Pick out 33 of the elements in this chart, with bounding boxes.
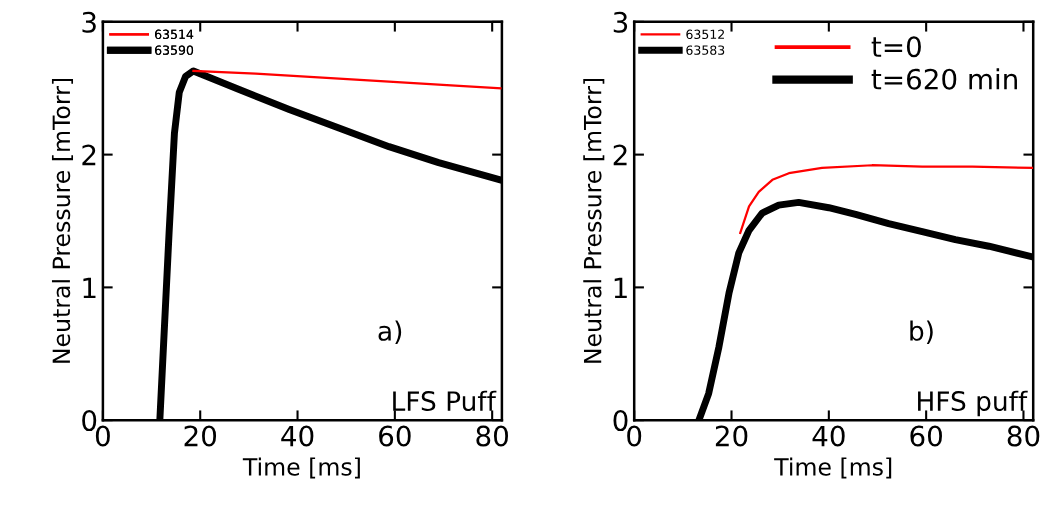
- y-tick-label: 1: [614, 277, 627, 298]
- x-tick-label: 20: [715, 425, 748, 447]
- x-tick-label: 80: [476, 425, 508, 447]
- line-series: [739, 164, 1034, 235]
- x-axis-title: Time [ms]: [774, 457, 892, 479]
- y-tick-label: 0: [82, 410, 97, 432]
- x-tick-label: 0: [627, 425, 642, 447]
- y-tick-label: 2: [82, 144, 96, 166]
- y-axis-title: Neutral Pressure [mTorr]: [51, 78, 74, 363]
- line-series: [192, 69, 502, 90]
- annotation: LFS Puff: [393, 390, 497, 412]
- x-axis-title: Time [ms]: [242, 457, 360, 479]
- annotation: HFS puff: [918, 390, 1028, 417]
- annotation: a): [378, 320, 402, 344]
- annotation: b): [910, 320, 933, 344]
- legend-label: 63583: [686, 45, 725, 55]
- y-tick-label: 2: [613, 144, 627, 166]
- y-tick-label: 3: [82, 11, 96, 33]
- legend-label: 63514: [155, 29, 194, 40]
- legend-label: 63512: [686, 29, 724, 40]
- x-tick-label: 20: [184, 425, 217, 447]
- y-tick-label: 0: [613, 410, 628, 432]
- y-axis-title: Neutral Pressure [mTorr]: [583, 78, 605, 363]
- y-tick-label: 3: [613, 11, 628, 33]
- annotation: t=0: [871, 36, 921, 58]
- legend-label: 63590: [155, 45, 194, 55]
- x-tick-label: 80: [1007, 425, 1040, 447]
- annotation: t=620 min: [871, 68, 1017, 90]
- x-tick-label: 60: [379, 425, 411, 447]
- x-tick-label: 60: [910, 425, 942, 447]
- x-tick-label: 40: [812, 425, 845, 447]
- x-tick-label: 40: [281, 425, 314, 447]
- y-tick-label: 1: [83, 277, 96, 298]
